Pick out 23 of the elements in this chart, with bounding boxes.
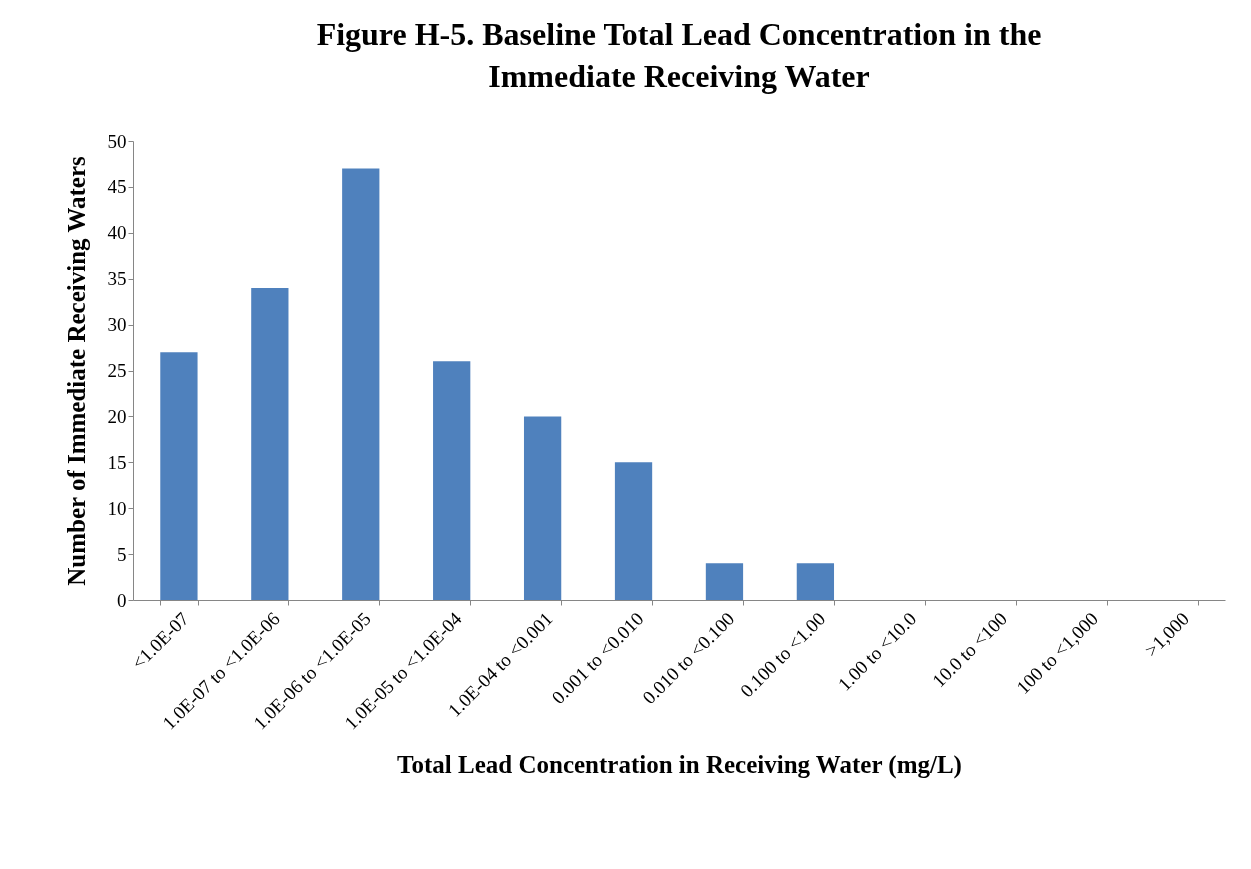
bar <box>342 168 380 600</box>
x-tick-label: 10.0 to <100 <box>927 608 1012 692</box>
bar <box>614 462 653 600</box>
y-tick-label: 25 <box>107 360 127 381</box>
bar <box>251 287 289 600</box>
y-tick-label: 30 <box>107 314 127 336</box>
y-tick-label: 5 <box>117 543 127 565</box>
y-tick-label: 20 <box>107 405 127 427</box>
y-tick-label: 15 <box>107 451 127 473</box>
y-axis-title: Number of Immediate Receiving Waters <box>62 155 90 586</box>
bar <box>433 361 471 600</box>
chart-title: Figure H-5. Baseline Total Lead Concentration in the Immediate Receiving Water <box>316 16 1042 94</box>
y-tick-label: 45 <box>107 176 127 198</box>
y-tick-label: 0 <box>117 589 127 611</box>
bar <box>160 352 198 600</box>
bar <box>796 563 835 600</box>
y-tick-label: 35 <box>107 268 127 290</box>
y-tick-label: 10 <box>107 497 127 519</box>
y-tick-label: 40 <box>107 222 127 244</box>
y-tick-label: 50 <box>107 130 127 152</box>
bar <box>523 416 562 600</box>
bar <box>705 563 744 600</box>
x-axis-title: Total Lead Concentration in Receiving Water (mg/L) <box>397 751 962 780</box>
